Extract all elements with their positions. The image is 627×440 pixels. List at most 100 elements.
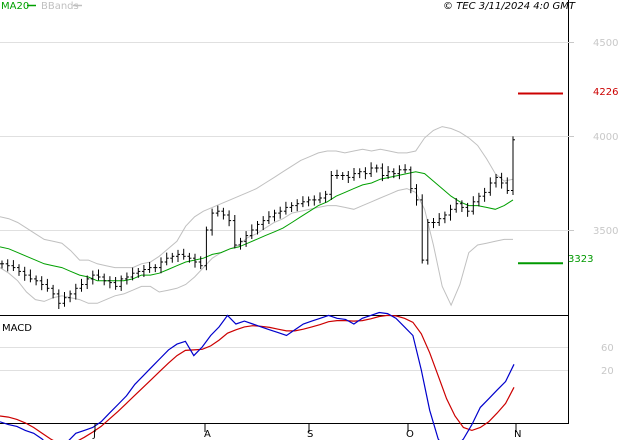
- macd-signal-line: [0, 314, 515, 440]
- price-bar: [278, 206, 283, 219]
- price-bar: [159, 257, 163, 274]
- copyright-label: © TEC 3/11/2024 4:0 GMT: [443, 1, 576, 12]
- y-tick-4000: 4000: [593, 132, 618, 143]
- x-label-o: O: [406, 429, 414, 440]
- macd-title: MACD: [2, 323, 32, 334]
- price-bar: [11, 260, 16, 271]
- price-bar: [68, 290, 73, 303]
- price-bar: [56, 289, 61, 309]
- price-bar: [386, 166, 391, 179]
- price-bar: [306, 196, 311, 207]
- price-bar: [272, 209, 277, 222]
- price-bar: [323, 190, 328, 203]
- macd-main-line: [0, 311, 515, 440]
- price-bar: [0, 260, 4, 269]
- price-bar: [232, 215, 237, 249]
- price-bar: [335, 169, 339, 179]
- price-bar: [369, 162, 374, 177]
- panel-frame: [0, 0, 569, 424]
- price-bar: [363, 167, 368, 180]
- price-bar: [442, 211, 447, 224]
- price-bar: [476, 192, 481, 207]
- level-markers: [518, 92, 563, 265]
- price-bar: [238, 237, 243, 250]
- price-bar: [312, 195, 317, 206]
- y-tick-3500: 3500: [593, 226, 618, 237]
- legend-bbands: BBands: [41, 1, 79, 12]
- price-bar: [425, 219, 430, 265]
- price-bar: [181, 248, 186, 260]
- price-bar: [346, 171, 351, 183]
- price-bar: [153, 264, 158, 273]
- price-bar: [374, 164, 379, 173]
- price-bar: [403, 164, 408, 174]
- x-label-a: A: [204, 429, 211, 440]
- price-bar: [124, 272, 129, 285]
- price-bar: [318, 192, 322, 204]
- price-bar: [107, 276, 112, 289]
- price-bar: [176, 249, 180, 262]
- price-bar: [380, 163, 385, 182]
- price-bar: [448, 204, 453, 221]
- price-bar: [454, 198, 459, 213]
- price-bar: [102, 273, 107, 286]
- price-bar: [85, 275, 90, 289]
- price-bar: [437, 213, 442, 226]
- price-bar: [164, 252, 169, 266]
- grid-lines: [0, 42, 568, 371]
- price-bar: [511, 136, 515, 195]
- bb-lower-line: [0, 188, 513, 307]
- price-bar: [471, 196, 476, 215]
- price-bar: [494, 174, 498, 188]
- ma20-path: [0, 171, 514, 282]
- bb-upper-line: [0, 126, 514, 269]
- price-bar: [210, 208, 215, 236]
- price-bar: [215, 205, 220, 217]
- price-bar: [499, 172, 504, 189]
- price-bar: [283, 201, 288, 215]
- price-bars: [0, 136, 515, 309]
- price-bar: [391, 168, 396, 179]
- price-bar: [5, 259, 10, 272]
- price-bar: [22, 266, 27, 281]
- x-label-n: N: [514, 429, 521, 440]
- price-bar: [227, 210, 232, 227]
- bollinger-bands: [0, 126, 514, 307]
- price-bar: [193, 253, 197, 268]
- price-bar: [113, 277, 118, 290]
- price-bar: [96, 269, 101, 281]
- price-bar: [505, 177, 510, 194]
- price-bar: [147, 262, 152, 273]
- price-bar: [170, 252, 175, 263]
- price-bar: [261, 216, 266, 230]
- price-bar: [62, 292, 67, 307]
- price-bar: [249, 224, 254, 239]
- price-bar: [329, 171, 334, 200]
- price-bar: [397, 165, 402, 180]
- ma20-line: [0, 171, 514, 282]
- price-bar: [340, 172, 345, 180]
- y-tick-4500: 4500: [593, 38, 618, 49]
- price-bar: [187, 252, 192, 263]
- price-bar: [266, 211, 271, 224]
- price-bar: [352, 168, 356, 181]
- price-bar: [90, 270, 95, 285]
- price-bar: [465, 202, 470, 217]
- price-bar: [414, 184, 419, 206]
- price-bar: [357, 168, 362, 179]
- price-bar: [79, 278, 84, 292]
- price-bar: [244, 231, 249, 247]
- price-bar: [45, 278, 50, 292]
- axis-ticks: [94, 42, 574, 432]
- support-label: 3323: [568, 254, 593, 265]
- price-bar: [119, 275, 124, 291]
- legend-ma20: MA20: [1, 1, 29, 12]
- price-bar: [289, 202, 294, 212]
- macd-tick-60: 60: [601, 343, 614, 354]
- price-bar: [488, 177, 493, 196]
- resistance-label: 4226: [593, 87, 618, 98]
- price-bar: [130, 267, 135, 281]
- price-bar: [51, 284, 56, 299]
- price-bar: [482, 187, 487, 202]
